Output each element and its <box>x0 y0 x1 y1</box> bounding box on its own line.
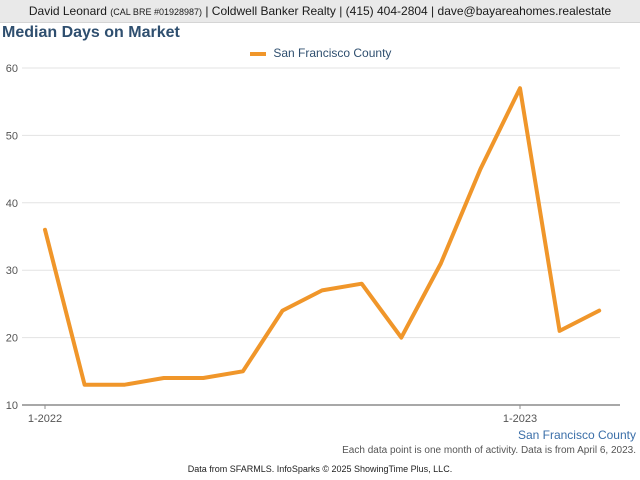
brokerage-name: Coldwell Banker Realty <box>211 4 336 18</box>
y-tick-label: 10 <box>6 400 18 412</box>
series-footnote: San Francisco County <box>517 428 636 442</box>
agent-phone: (415) 404-2804 <box>345 4 428 18</box>
y-tick-label: 40 <box>6 198 18 210</box>
x-tick-label: 1-2022 <box>28 413 62 425</box>
data-point <box>162 376 166 380</box>
agent-email: dave@bayareahomes.realestate <box>437 4 612 18</box>
header-bar: David Leonard (CAL BRE #01928987) | Cold… <box>0 0 640 23</box>
series-line <box>43 86 602 387</box>
agent-name: David Leonard <box>28 4 107 18</box>
data-note: Each data point is one month of activity… <box>342 445 636 456</box>
data-point <box>597 309 601 313</box>
data-credit: Data from SFARMLS. InfoSparks © 2025 Sho… <box>187 464 453 474</box>
data-point <box>83 383 87 387</box>
data-point <box>518 86 522 90</box>
data-point <box>241 369 245 373</box>
data-point <box>281 309 285 313</box>
data-point <box>399 336 403 340</box>
agent-license: (CAL BRE #01928987) <box>110 7 202 17</box>
y-tick-label: 20 <box>6 333 18 345</box>
legend-label: San Francisco County <box>273 46 392 60</box>
chart-legend[interactable]: San Francisco County <box>250 46 391 60</box>
data-point <box>43 228 47 232</box>
x-tick-label: 1-2023 <box>503 413 537 425</box>
y-tick-label: 60 <box>6 63 18 75</box>
data-point <box>320 288 324 292</box>
y-tick-label: 30 <box>6 265 18 277</box>
data-point <box>201 376 205 380</box>
legend-swatch <box>250 51 266 56</box>
y-tick-label: 50 <box>6 130 18 142</box>
data-point <box>558 329 562 333</box>
data-point <box>439 261 443 265</box>
data-point <box>478 167 482 171</box>
chart-title: Median Days on Market <box>2 24 180 41</box>
data-point <box>360 282 364 286</box>
data-point <box>122 383 126 387</box>
